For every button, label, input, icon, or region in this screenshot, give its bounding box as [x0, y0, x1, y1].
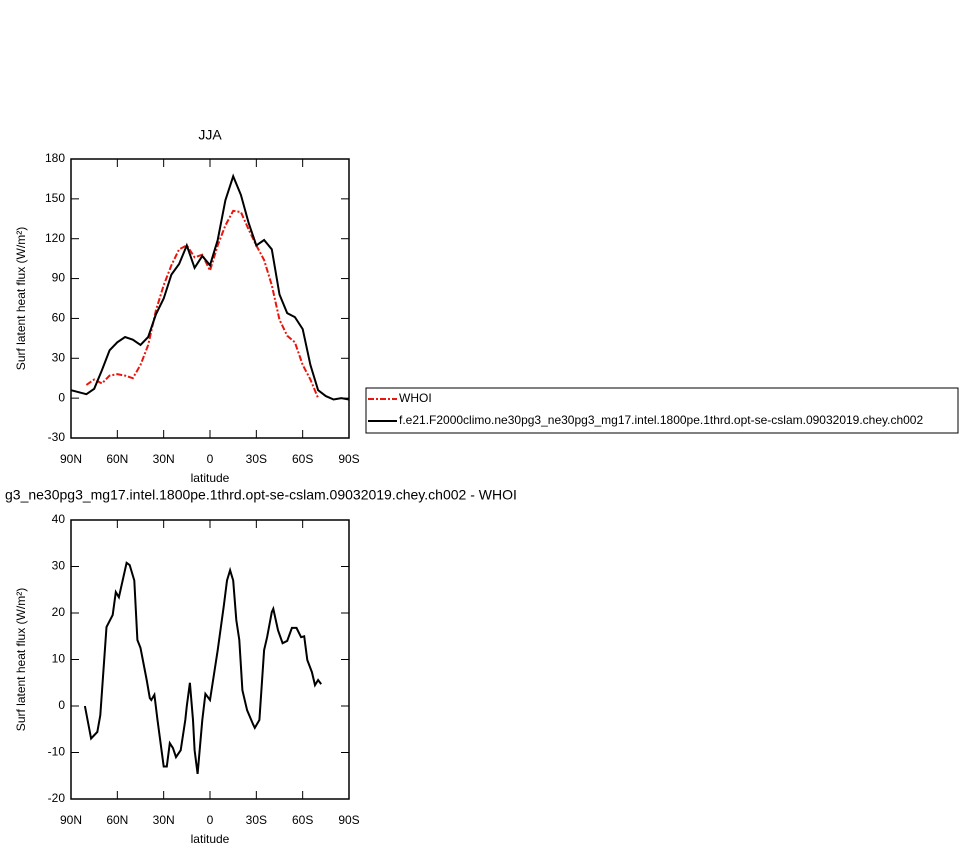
y-tick-label: 150	[45, 191, 65, 205]
chart-title: g3_ne30pg3_mg17.intel.1800pe.1thrd.opt-s…	[5, 487, 517, 503]
y-tick-label: 0	[58, 698, 65, 712]
y-tick-label: 120	[45, 231, 65, 245]
legend-label: f.e21.F2000climo.ne30pg3_ne30pg3_mg17.in…	[399, 413, 923, 427]
legend-box	[365, 387, 959, 434]
y-tick-label: 20	[52, 605, 66, 619]
x-tick-label: 30S	[246, 813, 267, 827]
x-tick-label: 90S	[338, 452, 359, 466]
y-tick-label: 0	[58, 390, 65, 404]
x-tick-label: 30N	[153, 452, 175, 466]
y-tick-label: 40	[52, 512, 66, 526]
x-tick-label: 90N	[60, 813, 82, 827]
y-tick-label: -10	[48, 745, 66, 759]
y-tick-label: 30	[52, 350, 66, 364]
y-tick-label: 180	[45, 151, 65, 165]
x-axis-label: latitude	[191, 832, 230, 846]
x-tick-label: 0	[207, 452, 214, 466]
legend-label: WHOI	[399, 391, 432, 405]
x-tick-label: 0	[207, 813, 214, 827]
x-tick-label: 30S	[246, 452, 267, 466]
series-line	[83, 561, 322, 775]
y-tick-label: 60	[52, 311, 66, 325]
x-axis-label: latitude	[191, 471, 230, 485]
x-tick-label: 60S	[292, 813, 313, 827]
x-tick-label: 30N	[153, 813, 175, 827]
y-tick-label: -20	[48, 791, 66, 805]
chart-title: JJA	[198, 127, 222, 143]
y-tick-label: 10	[52, 652, 66, 666]
y-axis-label: Surf latent heat flux (W/m²)	[14, 588, 28, 731]
y-axis-label: Surf latent heat flux (W/m²)	[14, 227, 28, 370]
x-tick-label: 60N	[106, 452, 128, 466]
x-tick-label: 60N	[106, 813, 128, 827]
x-tick-label: 90S	[338, 813, 359, 827]
plot-frame	[70, 158, 350, 439]
y-tick-label: 30	[52, 559, 66, 573]
y-tick-label: 90	[52, 271, 66, 285]
plot-frame	[70, 519, 350, 800]
y-tick-label: -30	[48, 430, 66, 444]
series-line	[70, 173, 350, 401]
x-tick-label: 60S	[292, 452, 313, 466]
x-tick-label: 90N	[60, 452, 82, 466]
